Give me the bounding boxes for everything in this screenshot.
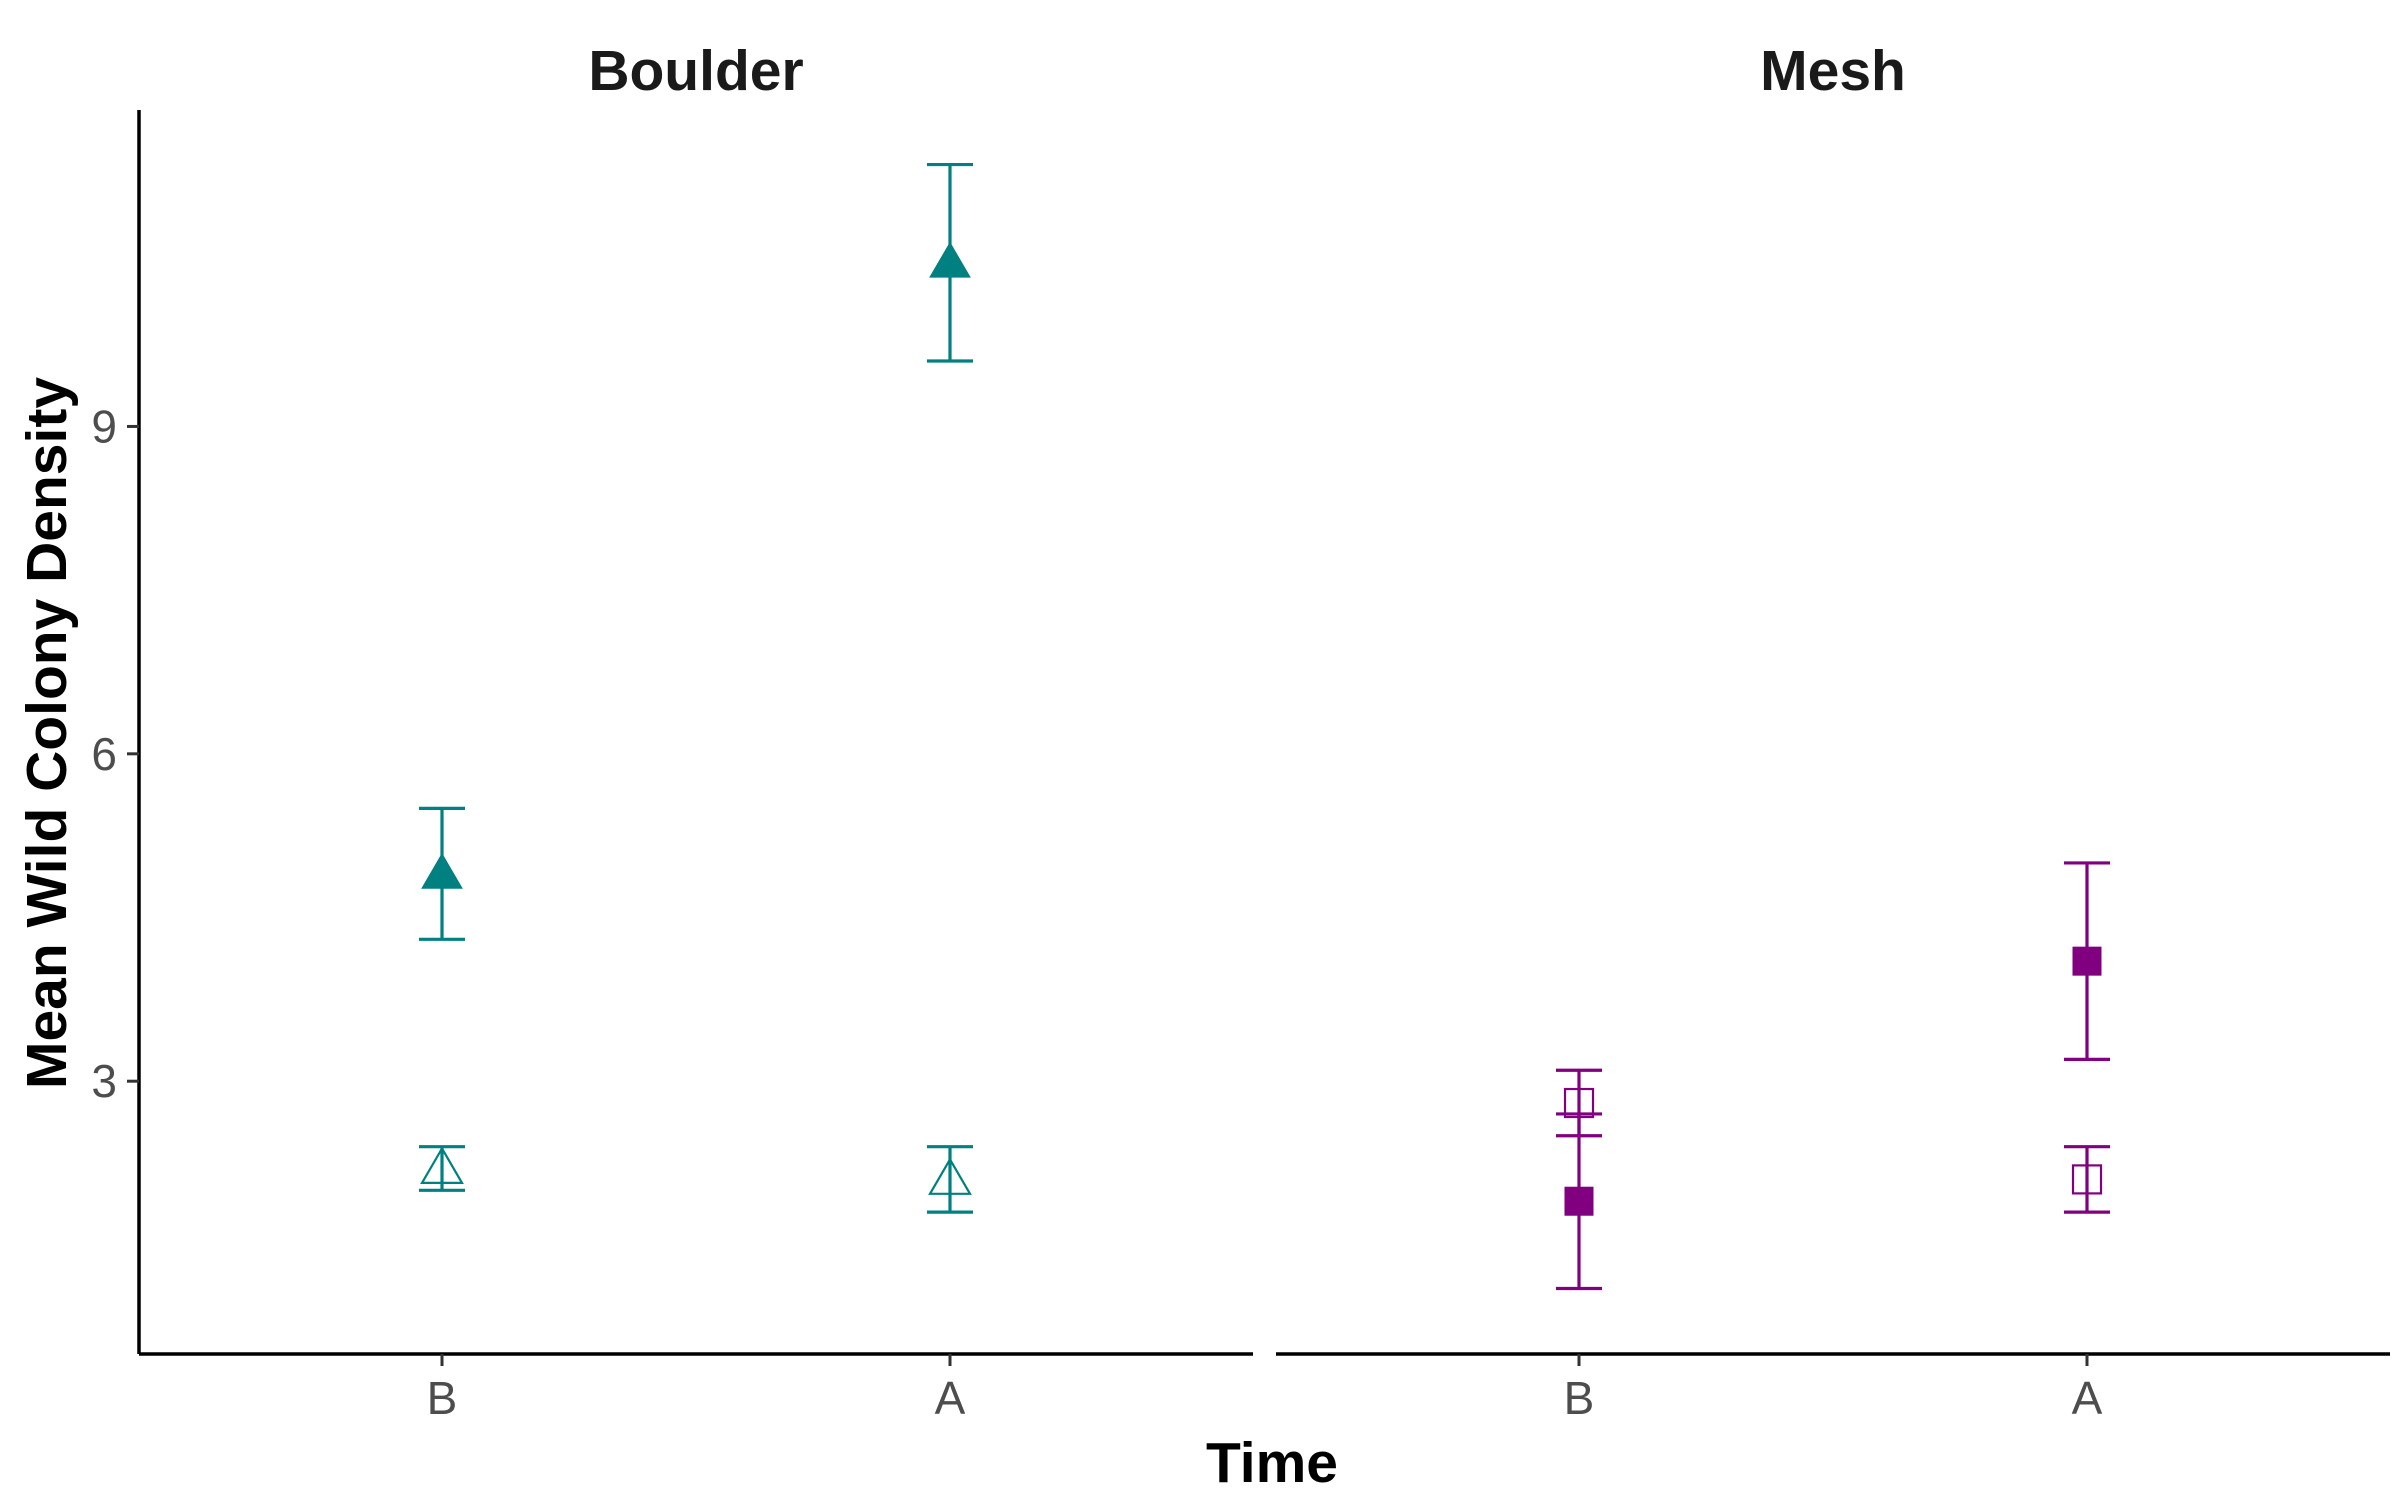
- y-axis-title: Mean Wild Colony Density: [15, 377, 79, 1089]
- filled-triangle-point: [421, 852, 463, 889]
- panels-layer: Boulder B A Mesh B A: [139, 39, 2390, 1424]
- error-bar: [927, 1145, 973, 1214]
- x-tick-label: B: [1564, 1372, 1595, 1424]
- y-tick-label: 9: [91, 400, 117, 452]
- y-tick-label: 6: [91, 728, 117, 780]
- filled-square-point: [1564, 1186, 1594, 1216]
- filled-triangle-point: [929, 241, 971, 278]
- panel-title: Boulder: [588, 39, 803, 103]
- x-tick-label: A: [935, 1372, 966, 1424]
- panel-title: Mesh: [1760, 39, 1906, 103]
- open-square-point: [2071, 1164, 2103, 1195]
- open-triangle-point: [420, 1146, 464, 1184]
- panel-mesh: Mesh B A: [1276, 39, 2390, 1424]
- filled-square-point: [2072, 946, 2102, 976]
- error-bar: [1556, 1068, 1602, 1138]
- y-tick-label: 3: [91, 1055, 117, 1107]
- open-square-point: [1563, 1087, 1595, 1119]
- y-axis: 3 6 9: [91, 110, 141, 1354]
- x-tick-label: B: [427, 1372, 458, 1424]
- panel-boulder: Boulder B A: [139, 39, 1253, 1424]
- x-axis-title: Time: [1206, 1431, 1338, 1495]
- x-tick-label: A: [2072, 1372, 2103, 1424]
- error-bar: [2064, 1145, 2110, 1214]
- open-triangle-point: [928, 1157, 972, 1195]
